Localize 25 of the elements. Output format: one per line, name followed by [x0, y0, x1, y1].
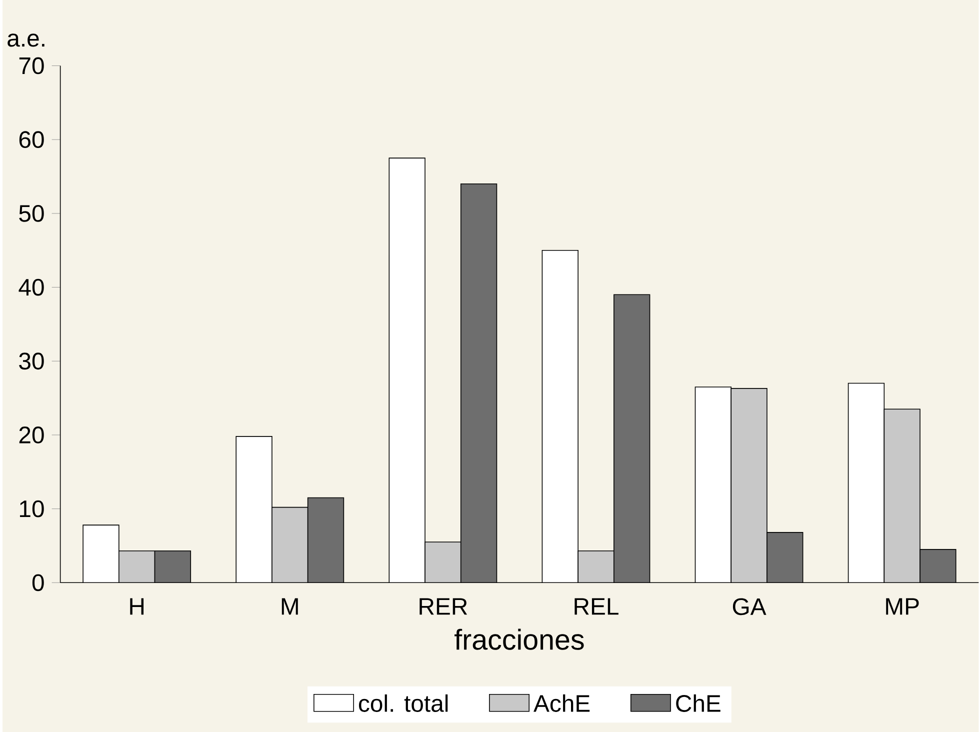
legend-label: ChE: [676, 694, 720, 712]
y-tick-label: 20: [19, 426, 44, 444]
bar: [236, 436, 272, 583]
bar: [83, 525, 119, 583]
x-axis-title: fracciones: [454, 628, 584, 650]
y-tick-label: 60: [19, 131, 44, 148]
x-tick-label: REL: [574, 598, 618, 615]
y-tick-label: 50: [19, 204, 44, 222]
y-tick-label: 70: [19, 57, 44, 74]
legend-label: col. total: [358, 694, 448, 712]
x-tick-label: M: [282, 598, 298, 615]
x-tick-label: GA: [732, 598, 766, 616]
y-axis-title: a.e.: [8, 34, 44, 47]
legend-label: AchE: [534, 694, 590, 712]
x-tick-label: MP: [886, 598, 919, 615]
y-tick-label: 0: [32, 574, 44, 592]
x-tick-label: RER: [420, 598, 468, 615]
bar: [695, 386, 732, 583]
bar: [848, 382, 885, 583]
x-tick-label: H: [130, 598, 144, 615]
y-tick-label: 30: [19, 352, 44, 370]
bar: [389, 158, 426, 583]
y-tick-label: 10: [20, 500, 44, 518]
bar: [542, 250, 578, 583]
y-tick-label: 40: [18, 278, 44, 296]
